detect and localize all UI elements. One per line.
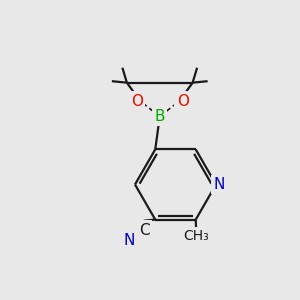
Text: B: B (154, 109, 165, 124)
Text: O: O (131, 94, 143, 109)
Text: C: C (139, 223, 149, 238)
Text: N: N (124, 233, 135, 248)
Text: N: N (214, 177, 225, 192)
Text: CH₃: CH₃ (184, 229, 209, 243)
Text: O: O (177, 94, 189, 109)
